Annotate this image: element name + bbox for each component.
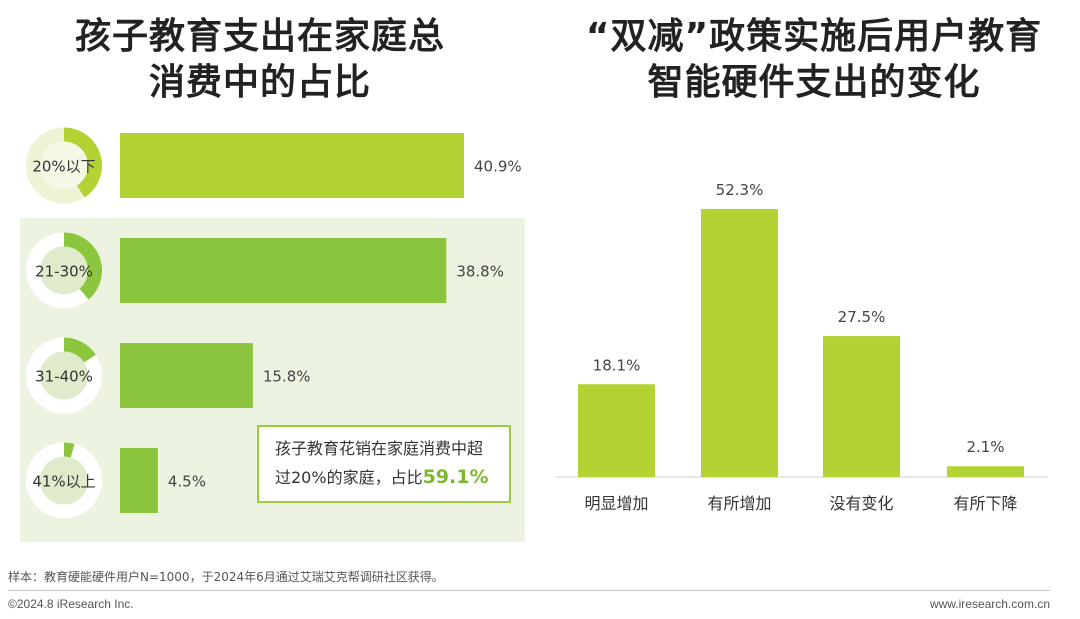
right-title-line-1: “双减”政策实施后用户教育	[585, 16, 1043, 57]
column-category-label-1: 明显增加	[584, 494, 648, 513]
category-label-2: 21-30%	[35, 263, 93, 281]
callout-line-1: 孩子教育花销在家庭消费中超	[275, 439, 484, 458]
left-title-line-2: 消费中的占比	[148, 62, 371, 103]
donut-center-4	[40, 456, 88, 505]
horizontal-bar-2	[120, 238, 447, 303]
donut-slice-1	[64, 127, 102, 198]
footer-divider	[8, 590, 1050, 591]
column-bar-3	[823, 336, 900, 477]
column-value-label-1: 18.1%	[593, 356, 641, 374]
category-label-4: 41%以上	[32, 473, 95, 491]
donut-slice-4	[64, 442, 75, 458]
callout-value: 59.1%	[422, 466, 489, 488]
horizontal-bar-1	[120, 133, 464, 198]
website-link[interactable]: www.iresearch.com.cn	[929, 597, 1050, 611]
column-category-label-2: 有所增加	[707, 494, 771, 513]
column-category-label-4: 有所下降	[953, 494, 1017, 513]
category-label-1: 20%以下	[32, 158, 95, 176]
column-value-label-4: 2.1%	[966, 438, 1004, 456]
column-bar-2	[701, 209, 778, 477]
sample-footnote: 样本：教育硬能硬件用户N=1000，于2024年6月通过艾瑞艾克帮调研社区获得。	[8, 570, 444, 584]
right-chart-title: “双减”政策实施后用户教育 智能硬件支出的变化	[548, 14, 1080, 106]
column-value-label-3: 27.5%	[838, 308, 886, 326]
donut-center-1	[40, 141, 88, 190]
donut-slice-3	[64, 337, 96, 363]
left-chart-title: 孩子教育支出在家庭总 消费中的占比	[0, 14, 520, 106]
donut-center-2	[40, 246, 88, 295]
bar-value-label-2: 38.8%	[456, 263, 504, 281]
bar-value-label-1: 40.9%	[474, 158, 522, 176]
callout-line-2: 过20%的家庭，占比59.1%	[275, 463, 493, 492]
column-category-label-3: 没有变化	[829, 494, 893, 513]
column-bar-1	[578, 384, 655, 477]
callout-box: 孩子教育花销在家庭消费中超 过20%的家庭，占比59.1%	[257, 425, 511, 503]
horizontal-bar-4	[120, 448, 158, 513]
right-title-line-2: 智能硬件支出的变化	[647, 62, 981, 103]
column-value-label-2: 52.3%	[716, 181, 764, 199]
category-label-3: 31-40%	[35, 368, 93, 386]
copyright: ©2024.8 iResearch Inc.	[8, 597, 134, 611]
bar-value-label-4: 4.5%	[168, 473, 206, 491]
left-title-line-1: 孩子教育支出在家庭总	[74, 16, 445, 57]
callout-prefix: 过20%的家庭，占比	[275, 468, 423, 487]
bar-value-label-3: 15.8%	[263, 368, 311, 386]
donut-slice-2	[64, 232, 103, 300]
horizontal-bar-3	[120, 343, 253, 408]
donut-center-3	[40, 351, 88, 400]
column-bar-4	[947, 466, 1024, 477]
